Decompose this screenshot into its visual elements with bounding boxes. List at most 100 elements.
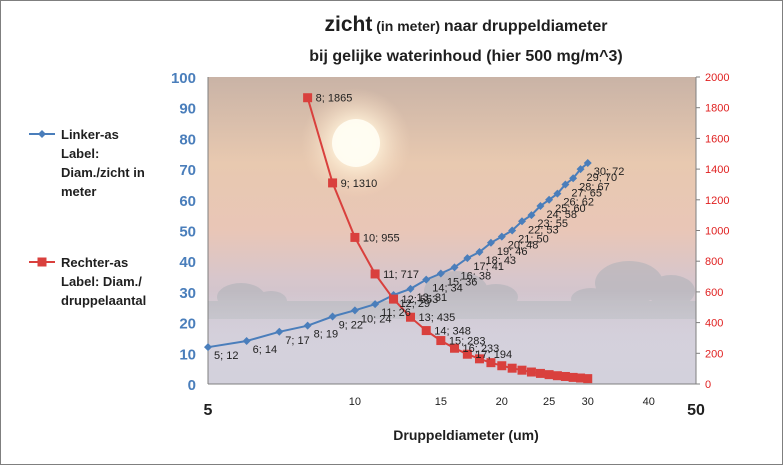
data-label-diam-zicht: 5; 12 — [214, 350, 238, 362]
data-point-diam-zicht — [303, 321, 312, 330]
data-point-diam-druppelaantal — [552, 371, 562, 381]
data-label-diam-zicht: 29; 70 — [587, 172, 618, 184]
left-y-tick-label: 40 — [179, 254, 196, 271]
x-tick-label: 15 — [435, 396, 447, 408]
right-y-tick-label: 600 — [705, 287, 723, 299]
left-y-tick-label: 100 — [171, 70, 196, 87]
x-tick-label: 30 — [582, 396, 594, 408]
right-y-tick-label: 2000 — [705, 72, 729, 84]
right-y-tick-label: 1400 — [705, 164, 729, 176]
data-label-diam-druppelaantal: 13; 435 — [419, 312, 456, 324]
legend-entry-text: druppelaantal — [61, 293, 146, 308]
data-point-diam-zicht — [436, 269, 445, 278]
left-y-tick-label: 0 — [188, 377, 196, 394]
data-label-diam-zicht: 30; 72 — [594, 166, 625, 178]
data-label-diam-druppelaantal: 12; 553 — [402, 294, 439, 306]
legend-marker-diamond — [38, 130, 46, 138]
data-point-diam-zicht — [553, 189, 562, 198]
x-tick-label: 5 — [204, 402, 213, 419]
left-y-tick-label: 20 — [179, 316, 196, 333]
data-label-diam-druppelaantal: 11; 717 — [383, 269, 419, 281]
data-label-diam-zicht: 27; 65 — [571, 187, 602, 199]
right-y-tick-label: 1200 — [705, 195, 729, 207]
data-label-diam-zicht: 26; 62 — [563, 197, 594, 209]
data-point-diam-druppelaantal — [517, 365, 527, 375]
data-label-diam-druppelaantal: 16; 233 — [463, 343, 500, 355]
right-y-tick-label: 1800 — [705, 103, 729, 115]
data-label-diam-zicht: 12; 29 — [400, 298, 431, 310]
legend-entry-text: meter — [61, 184, 96, 199]
data-point-diam-druppelaantal — [303, 93, 313, 103]
legend-entry-text: Label: Diam./ — [61, 274, 142, 289]
right-y-tick-label: 200 — [705, 348, 723, 360]
legend-marker-square — [37, 257, 47, 267]
left-y-tick-labels: 0 10 20 30 40 50 60 70 80 90 100 — [171, 70, 196, 394]
data-point-diam-zicht — [463, 254, 472, 263]
series-diam-druppelaantal — [303, 93, 593, 384]
data-point-diam-druppelaantal — [535, 368, 545, 378]
x-axis-label: Druppeldiameter (um) — [393, 427, 538, 443]
left-y-tick-label: 10 — [179, 346, 196, 363]
data-point-diam-zicht — [422, 275, 431, 284]
data-point-diam-druppelaantal — [450, 343, 460, 353]
data-point-diam-druppelaantal — [350, 232, 360, 242]
right-y-tick-label: 400 — [705, 318, 723, 330]
data-point-diam-druppelaantal — [474, 354, 484, 364]
data-point-diam-druppelaantal — [576, 373, 586, 383]
data-label-diam-zicht: 19; 46 — [497, 246, 528, 258]
left-y-tick-label: 30 — [179, 285, 196, 302]
data-label-diam-druppelaantal: 14; 348 — [434, 326, 471, 338]
data-label-diam-zicht: 20; 48 — [508, 240, 539, 252]
left-y-tick-label: 70 — [179, 162, 196, 179]
legend-entry-text: Rechter-as — [61, 255, 128, 270]
data-point-diam-zicht — [204, 343, 212, 352]
data-label-diam-zicht: 11; 26 — [381, 307, 411, 319]
data-point-diam-zicht — [536, 201, 545, 210]
data-point-diam-druppelaantal — [436, 336, 446, 346]
data-label-diam-zicht: 10; 24 — [361, 313, 392, 325]
data-point-diam-zicht — [561, 180, 570, 189]
data-point-diam-druppelaantal — [328, 178, 338, 188]
data-label-diam-zicht: 21; 50 — [518, 234, 549, 246]
data-label-diam-zicht: 8; 19 — [314, 329, 338, 341]
data-point-diam-zicht — [350, 306, 359, 315]
data-point-diam-zicht — [275, 327, 284, 336]
left-y-tick-label: 60 — [179, 193, 196, 210]
series-diam-zicht — [204, 158, 592, 352]
data-point-diam-druppelaantal — [568, 372, 578, 382]
data-label-diam-zicht: 25; 60 — [555, 203, 586, 215]
left-y-tick-label: 80 — [179, 131, 196, 148]
legend-entry-text: Label: — [61, 146, 99, 161]
data-point-diam-druppelaantal — [462, 349, 472, 359]
data-point-diam-druppelaantal — [526, 367, 536, 377]
data-label-diam-zicht: 17; 41 — [473, 261, 504, 273]
right-y-tick-label: 0 — [705, 379, 711, 391]
x-tick-label: 10 — [349, 396, 361, 408]
data-label-diam-zicht: 15; 36 — [447, 276, 478, 288]
data-label-diam-zicht: 7; 17 — [285, 335, 309, 347]
chart-subtitle: bij gelijke waterinhoud (hier 500 mg/m^3… — [309, 48, 622, 65]
chart-titles: zicht (in meter) naar druppeldiameter bi… — [309, 13, 622, 65]
data-label-diam-zicht: 23; 55 — [537, 218, 568, 230]
data-point-diam-zicht — [328, 312, 337, 321]
data-point-diam-zicht — [406, 284, 415, 293]
x-tick-label: 20 — [496, 396, 508, 408]
x-tick-label: 25 — [543, 396, 555, 408]
data-label-diam-zicht: 16; 38 — [461, 270, 492, 282]
right-y-tick-label: 800 — [705, 256, 723, 268]
data-label-diam-druppelaantal: 15; 283 — [449, 336, 486, 348]
data-label-diam-druppelaantal: 17; 194 — [475, 349, 512, 361]
legend-entry-text: Diam./zicht in — [61, 165, 145, 180]
data-point-diam-zicht — [545, 195, 554, 204]
data-labels-diam-druppelaantal: 8; 1865 9; 1310 10; 955 11; 717 12; 553 13; 4… — [316, 93, 512, 361]
sunset-background-image — [208, 77, 696, 384]
data-point-diam-druppelaantal — [421, 326, 431, 336]
data-label-diam-zicht: 6; 14 — [253, 344, 277, 356]
data-point-diam-druppelaantal — [497, 361, 507, 371]
data-point-diam-zicht — [475, 247, 484, 256]
data-point-diam-druppelaantal — [544, 370, 554, 380]
data-point-diam-druppelaantal — [486, 358, 496, 368]
x-tick-label: 50 — [687, 402, 705, 419]
